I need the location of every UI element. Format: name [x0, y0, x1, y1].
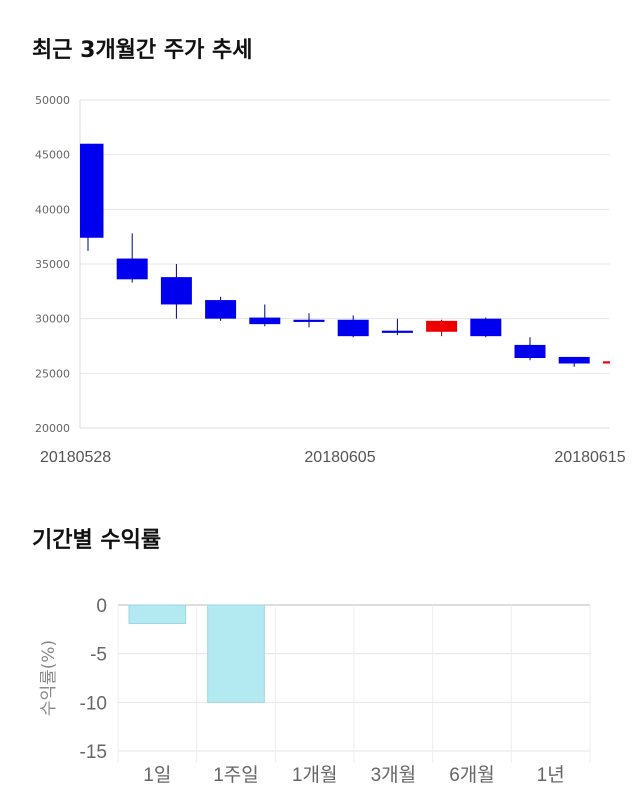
candle-x-tick-label: 20180528	[40, 449, 111, 466]
return-chart-title: 기간별 수익률	[32, 528, 162, 553]
candle-x-tick-label: 20180615	[554, 449, 625, 466]
candle-y-tick-label: 20000	[35, 422, 70, 435]
candle-y-tick-label: 30000	[35, 313, 70, 326]
return-bar	[207, 604, 265, 703]
return-bar	[128, 604, 187, 624]
candle	[602, 361, 610, 364]
candle-x-axis: 20180528 20180605 20180615	[40, 449, 626, 466]
candle-y-tick-label: 25000	[35, 367, 70, 380]
candle-body	[470, 318, 502, 337]
return-y-axis-label: 수익률(%)	[39, 640, 59, 716]
candle-body	[249, 317, 281, 325]
candle-body	[558, 356, 590, 364]
return-x-tick-label: 3개월	[371, 764, 417, 786]
candle	[116, 233, 148, 283]
candle	[249, 304, 281, 327]
return-y-tick-label: -15	[80, 742, 107, 763]
candle-body	[293, 319, 325, 322]
candle	[514, 337, 546, 361]
candle	[470, 317, 502, 338]
return-x-tick-label: 1개월	[292, 764, 338, 786]
candle	[205, 296, 237, 321]
candle-y-tick-label: 40000	[35, 203, 70, 216]
candle	[426, 319, 458, 337]
price-chart-title: 최근 3개월간 주가 추세	[32, 38, 253, 63]
return-bars	[128, 604, 265, 703]
return-y-tick-label: 0	[96, 596, 107, 617]
return-x-tick-label: 1일	[143, 764, 171, 786]
return-y-axis: 0 -5 -10 -15	[80, 596, 107, 763]
candle-y-axis: 20000 25000 30000 35000 40000 45000 50000	[35, 94, 70, 435]
return-x-tick-label: 6개월	[449, 764, 495, 786]
return-grid	[117, 604, 591, 763]
candle-body	[116, 258, 148, 280]
candle-body	[160, 277, 192, 305]
candlestick-chart: 20000 25000 30000 35000 40000 45000 50000 2018…	[35, 94, 626, 466]
candle-body	[381, 330, 413, 333]
candle-body	[205, 300, 237, 319]
candle-grid	[79, 99, 610, 429]
candle	[160, 264, 192, 319]
candle-y-tick-label: 50000	[35, 94, 70, 107]
return-x-axis: 1일 1주일 1개월 3개월 6개월 1년	[143, 764, 564, 786]
candle-y-tick-label: 45000	[35, 149, 70, 162]
candle-body	[602, 361, 610, 364]
return-x-tick-label: 1주일	[213, 764, 259, 786]
candle-body	[426, 320, 458, 332]
candle	[381, 318, 413, 336]
return-y-tick-label: -5	[90, 645, 107, 666]
candle-body	[337, 319, 369, 337]
candle	[558, 356, 590, 367]
candle-y-tick-label: 35000	[35, 258, 70, 271]
candle-series	[80, 143, 610, 367]
candle-x-tick-label: 20180605	[304, 449, 375, 466]
candle-body	[514, 344, 546, 359]
candle	[80, 143, 104, 251]
candle	[293, 313, 325, 328]
candle	[337, 315, 369, 338]
return-y-tick-label: -10	[80, 693, 107, 714]
return-x-tick-label: 1년	[537, 764, 565, 786]
candle-body	[80, 143, 104, 238]
